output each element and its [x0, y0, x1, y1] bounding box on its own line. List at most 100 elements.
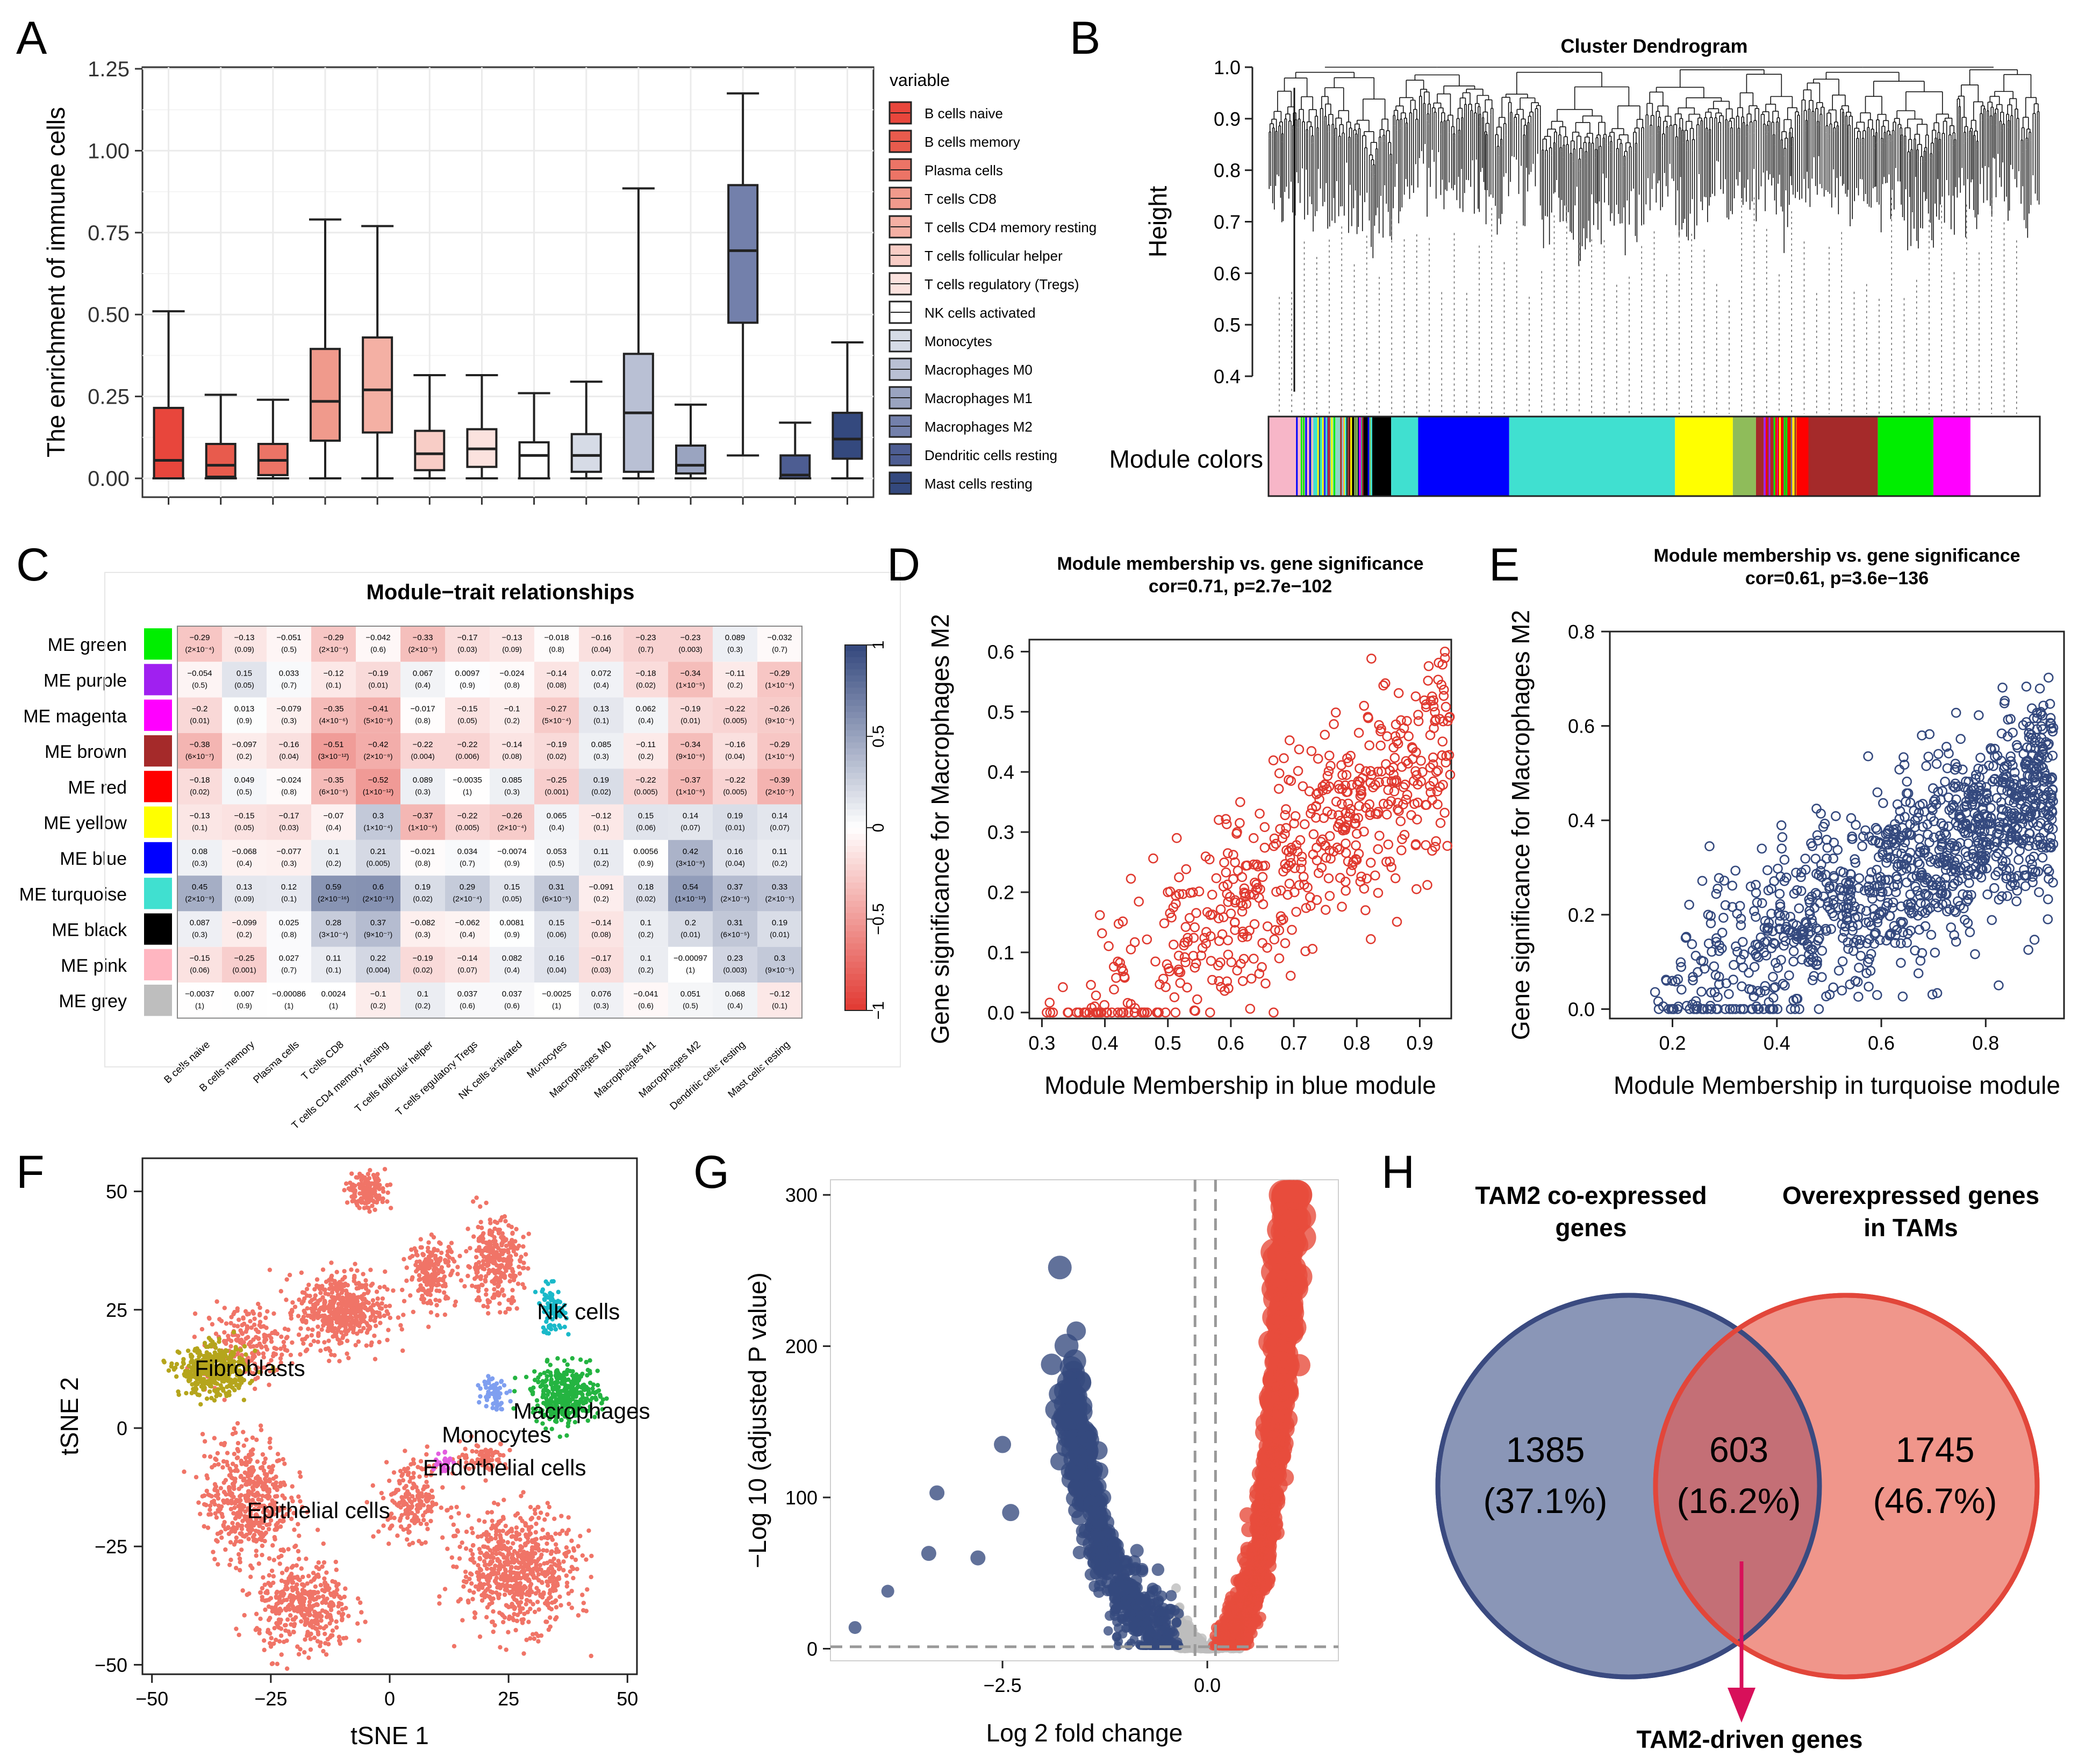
heatmap-cell	[311, 946, 356, 983]
data-point	[1970, 862, 1981, 872]
data-point	[1749, 962, 1760, 972]
data-point	[2030, 766, 2040, 777]
legend-label: Dendritic cells resting	[925, 447, 1057, 463]
data-point	[1222, 848, 1233, 858]
data-point	[1348, 856, 1359, 867]
data-point	[1729, 960, 1739, 970]
module-color-stripe	[1369, 417, 1371, 496]
heatmap-cell	[222, 983, 267, 1019]
data-point	[1281, 804, 1291, 814]
cell-correlation: 0.0056	[634, 847, 658, 856]
cell-pvalue: (1×10⁻¹³)	[675, 894, 706, 903]
y-tick-label: 0.8	[1568, 621, 1595, 643]
data-point	[1753, 952, 1764, 963]
data-point	[1278, 914, 1288, 924]
module-color-stripe	[1340, 417, 1342, 496]
data-point	[1910, 822, 1921, 833]
data-point	[2001, 873, 2011, 884]
heatmap-cell	[311, 876, 356, 912]
data-point	[1094, 910, 1105, 920]
cell-correlation: −0.062	[455, 918, 479, 927]
data-point	[1366, 934, 1376, 944]
data-point	[1097, 928, 1107, 938]
cell-correlation: 0.28	[326, 918, 341, 927]
data-point	[1938, 821, 1948, 831]
data-point	[1359, 884, 1370, 894]
data-point	[1296, 851, 1307, 862]
data-point	[1221, 814, 1231, 824]
data-point	[1237, 900, 1248, 911]
cell-pvalue: (0.04)	[591, 645, 611, 654]
cell-pvalue: (0.04)	[725, 752, 745, 761]
data-point	[1916, 867, 1927, 878]
cell-point	[377, 1285, 382, 1290]
cell-pvalue: (0.4)	[549, 823, 564, 832]
data-point	[1727, 902, 1738, 912]
cell-correlation: −0.15	[234, 812, 255, 821]
data-point	[2005, 714, 2016, 724]
data-point	[1895, 833, 1905, 843]
cell-pvalue: (0.8)	[415, 859, 431, 867]
data-point	[1433, 675, 1443, 685]
cell-pvalue: (0.2)	[326, 859, 341, 867]
data-point	[1963, 851, 1973, 862]
data-point	[1245, 1003, 1256, 1014]
cell-correlation: 0.089	[413, 776, 433, 785]
data-point	[1703, 909, 1714, 920]
data-point	[1402, 716, 1412, 726]
colorbar-segment	[845, 828, 866, 835]
data-point	[1058, 982, 1068, 993]
data-point	[1688, 975, 1698, 986]
row-color-swatch	[144, 842, 172, 874]
y-tick-label: −25	[95, 1536, 127, 1558]
data-point	[1913, 968, 1924, 979]
data-point	[2041, 737, 2051, 747]
data-point	[1922, 872, 1932, 883]
heatmap-cell	[490, 983, 534, 1019]
y-tick-label: 1.0	[1214, 56, 1241, 78]
cell-correlation: −0.021	[410, 847, 435, 856]
cell-point	[366, 1172, 370, 1177]
cell-point	[372, 1190, 377, 1195]
data-point	[1953, 876, 1963, 886]
data-point	[1289, 818, 1299, 829]
data-point	[1356, 871, 1366, 882]
cell-pvalue: (0.8)	[281, 787, 297, 796]
data-point	[2001, 770, 2011, 780]
cell-pvalue: (2×10⁻¹⁷)	[363, 894, 394, 903]
cell-pvalue: (0.03)	[457, 645, 477, 654]
cell-pvalue: (0.05)	[234, 680, 254, 689]
colorbar-segment	[845, 992, 866, 999]
data-point	[2025, 743, 2036, 753]
data-point	[1184, 913, 1195, 923]
colorbar-segment	[845, 870, 866, 877]
data-point	[2024, 728, 2034, 738]
data-point	[1961, 797, 1972, 807]
colorbar-segment	[845, 998, 866, 1005]
data-point	[1920, 845, 1931, 855]
data-point	[1389, 786, 1400, 797]
colorbar-segment	[845, 748, 866, 755]
cell-correlation: −0.024	[276, 776, 301, 785]
cell-correlation: 0.19	[415, 883, 431, 892]
heatmap-cell	[624, 876, 668, 912]
heatmap-frame	[177, 626, 802, 1019]
heatmap-cell	[534, 804, 579, 840]
heatmap-cell	[624, 662, 668, 698]
data-point	[1364, 799, 1374, 809]
data-point	[1160, 1007, 1171, 1018]
cell-correlation: 0.33	[772, 883, 787, 892]
data-point	[2024, 811, 2034, 821]
module-color-stripe	[1348, 417, 1350, 496]
data-point	[1188, 887, 1198, 898]
data-point	[1890, 930, 1901, 941]
data-point	[1855, 935, 1866, 945]
data-point	[1107, 1007, 1117, 1018]
data-point	[2036, 802, 2046, 813]
data-point	[1745, 881, 1756, 892]
cell-pvalue: (0.2)	[593, 894, 609, 903]
data-point	[1269, 934, 1280, 945]
colorbar-segment	[845, 943, 866, 950]
cell-pvalue: (0.2)	[593, 859, 609, 867]
cell-point	[332, 1353, 337, 1358]
